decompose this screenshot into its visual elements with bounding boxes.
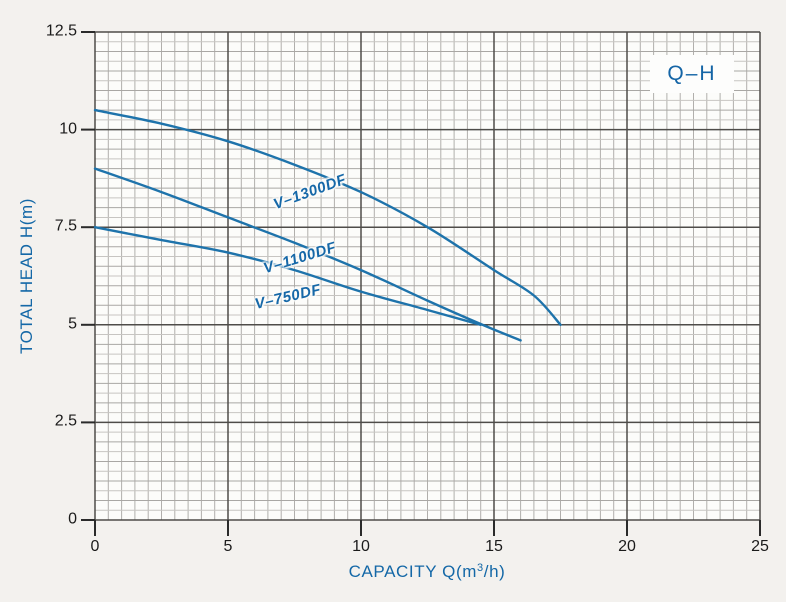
y-tick-label: 7.5	[54, 217, 77, 235]
curve-v-750df	[93, 226, 482, 326]
x-axis-title: CAPACITY Q(m3/h)	[349, 562, 506, 582]
y-tick-label: 5	[68, 315, 77, 333]
y-axis-title: TOTAL HEAD H(m)	[17, 197, 36, 355]
x-axis-title-sup: 3	[477, 562, 484, 574]
x-tick-label: 25	[751, 538, 769, 555]
x-tick-label: 5	[223, 538, 233, 555]
x-tick-label: 20	[618, 538, 636, 555]
chart-title: Q–H	[667, 62, 717, 85]
curve-v-1100df	[93, 167, 522, 342]
x-tick-label: 0	[90, 538, 100, 555]
x-axis-title-pre: CAPACITY Q(m	[348, 562, 478, 581]
y-tick-label: 12.5	[45, 22, 77, 40]
curve-v-1300df	[93, 108, 562, 326]
y-tick-label: 0	[68, 510, 77, 528]
x-tick-label: 10	[352, 538, 370, 555]
y-tick-label: 10	[59, 119, 77, 137]
chart-title-box: Q–H	[650, 55, 734, 93]
x-tick-label: 15	[485, 538, 503, 555]
y-tick-label: 2.5	[54, 412, 77, 430]
x-axis-title-post: /h)	[483, 562, 506, 581]
